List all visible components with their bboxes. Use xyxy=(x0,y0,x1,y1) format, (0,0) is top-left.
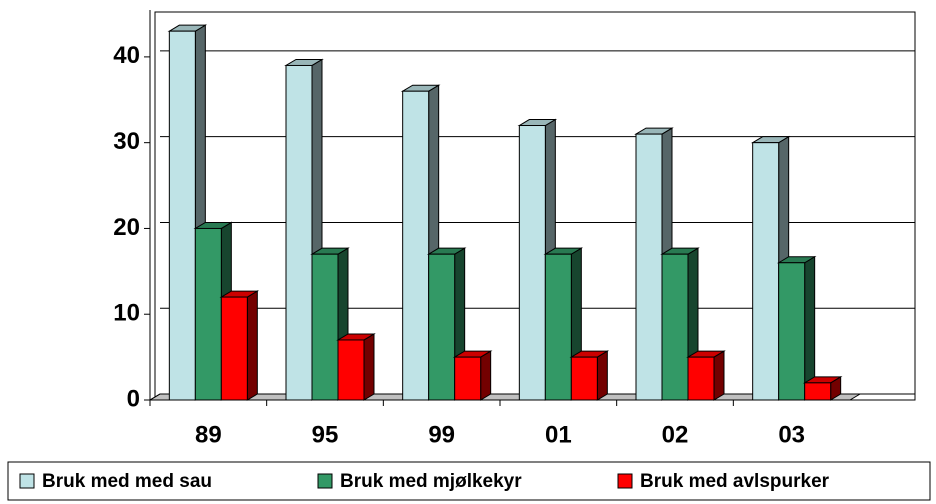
bar xyxy=(337,339,365,401)
bar-side xyxy=(363,333,375,401)
bar xyxy=(570,356,598,401)
y-tick-label: 40 xyxy=(113,42,140,69)
x-tick-label: 01 xyxy=(545,421,572,448)
legend-swatch xyxy=(317,473,333,489)
y-tick-label: 0 xyxy=(127,385,140,412)
bar xyxy=(518,125,546,401)
legend-swatch xyxy=(19,473,35,489)
bar xyxy=(285,64,313,401)
bar xyxy=(687,356,715,401)
bar-side xyxy=(246,290,258,401)
legend-swatch xyxy=(617,473,633,489)
legend-label: Bruk med mjølkekyr xyxy=(340,471,522,492)
bar xyxy=(428,253,456,401)
y-tick-label: 30 xyxy=(113,128,140,155)
bar xyxy=(168,30,196,401)
bar-side xyxy=(713,350,725,401)
bar xyxy=(454,356,482,401)
legend-label: Bruk med med sau xyxy=(42,471,212,492)
y-tick-label: 10 xyxy=(113,300,140,327)
bar xyxy=(544,253,572,401)
bar xyxy=(194,227,222,401)
bar xyxy=(220,296,248,401)
bar xyxy=(311,253,339,401)
wall-edge xyxy=(149,393,161,401)
bar xyxy=(778,262,806,401)
bar xyxy=(635,133,663,401)
bar xyxy=(402,90,430,401)
bar xyxy=(661,253,689,401)
legend-box xyxy=(7,461,931,501)
y-tick-label: 20 xyxy=(113,214,140,241)
x-tick-label: 99 xyxy=(428,421,455,448)
bar-side xyxy=(480,350,492,401)
x-tick-label: 03 xyxy=(778,421,805,448)
x-tick-label: 95 xyxy=(312,421,339,448)
bar xyxy=(752,142,780,401)
bar-side xyxy=(596,350,608,401)
legend-label: Bruk med avlspurker xyxy=(640,471,830,492)
x-tick-label: 89 xyxy=(195,421,222,448)
x-tick-label: 02 xyxy=(662,421,689,448)
bar xyxy=(804,382,832,401)
